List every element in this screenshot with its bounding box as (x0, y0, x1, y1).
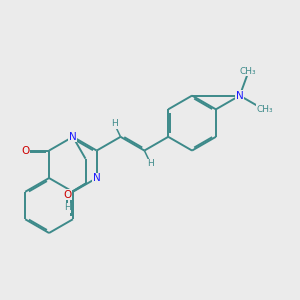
Text: CH₃: CH₃ (240, 67, 256, 76)
Text: N: N (69, 132, 77, 142)
Text: N: N (236, 91, 244, 100)
Text: N: N (93, 173, 101, 183)
Text: H: H (147, 159, 154, 168)
Text: O: O (21, 146, 29, 156)
Text: H: H (64, 203, 71, 212)
Text: CH₃: CH₃ (257, 105, 273, 114)
Text: O: O (63, 190, 71, 200)
Text: H: H (111, 119, 118, 128)
